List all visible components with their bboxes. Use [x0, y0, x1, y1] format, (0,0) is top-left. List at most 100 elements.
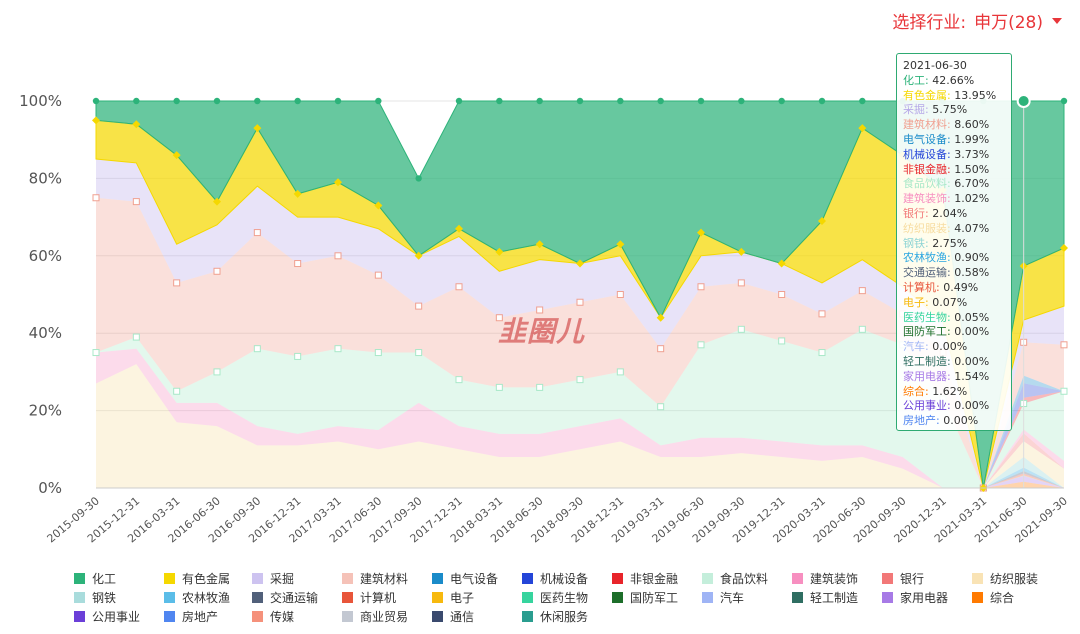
tooltip-series-value: 1.62%: [932, 384, 968, 398]
data-point: [213, 368, 221, 376]
data-point: [858, 124, 867, 133]
legend-label: 电气设备: [450, 572, 499, 586]
tooltip-series-value: 5.75%: [932, 103, 968, 117]
legend-item[interactable]: 计算机: [342, 591, 396, 605]
legend-item[interactable]: 休闲服务: [522, 610, 588, 624]
area-series: [96, 197, 1064, 488]
legend-swatch: [792, 592, 803, 603]
data-point: [253, 345, 261, 353]
legend-label: 家用电器: [900, 591, 949, 605]
data-point: [415, 349, 423, 357]
tooltip-row: 综合: 1.62%: [903, 384, 968, 398]
legend-swatch: [432, 573, 443, 584]
legend-item[interactable]: 建筑装饰: [792, 572, 858, 586]
tooltip-series-name: 医药生物: [903, 310, 947, 324]
tooltip-series-name: 公用事业: [903, 399, 947, 413]
legend-swatch: [882, 573, 893, 584]
legend-item[interactable]: 公用事业: [74, 610, 140, 624]
legend-item[interactable]: 机械设备: [522, 572, 588, 586]
tooltip-row: 食品饮料: 6.70%: [903, 177, 990, 191]
legend-item[interactable]: 轻工制造: [792, 591, 858, 605]
data-point: [737, 247, 746, 256]
data-point: [294, 97, 301, 105]
tooltip-row: 化工: 42.66%: [903, 73, 975, 87]
y-tick-label: 0%: [38, 479, 62, 497]
data-point: [173, 97, 180, 105]
tooltip-series-name: 化工: [903, 73, 925, 87]
area-series: [96, 364, 1064, 488]
y-tick-label: 80%: [29, 169, 62, 187]
legend-label: 公用事业: [92, 610, 141, 624]
legend-item[interactable]: 国防军工: [612, 591, 678, 605]
legend-item[interactable]: 通信: [432, 610, 474, 624]
tooltip-row: 国防军工: 0.00%: [903, 325, 990, 339]
data-point: [334, 345, 342, 353]
data-point: [818, 349, 826, 357]
data-point: [778, 97, 785, 105]
tooltip-series-name: 农林牧渔: [903, 251, 947, 265]
legend-item[interactable]: 房地产: [164, 610, 218, 624]
tooltip-series-value: 0.58%: [954, 266, 990, 280]
data-point: [254, 97, 261, 105]
tooltip-series-value: 0.49%: [943, 280, 979, 294]
legend-label: 电子: [450, 591, 475, 605]
legend-item[interactable]: 化工: [74, 572, 116, 586]
legend-label: 化工: [92, 572, 117, 586]
data-point: [92, 97, 100, 105]
legend-item[interactable]: 银行: [882, 572, 924, 586]
legend-item[interactable]: 非银金融: [612, 572, 678, 586]
legend-label: 建筑材料: [360, 572, 409, 586]
legend-item[interactable]: 纺织服装: [972, 572, 1038, 586]
legend-swatch: [702, 592, 713, 603]
areas: [95, 100, 1065, 489]
data-point: [495, 247, 504, 256]
legend-item[interactable]: 农林牧渔: [164, 591, 230, 605]
tooltip-series-name: 国防军工: [903, 325, 947, 339]
data-point: [616, 240, 625, 249]
data-point: [253, 229, 261, 237]
legend-item[interactable]: 家用电器: [882, 591, 948, 605]
data-point: [778, 291, 786, 298]
tooltip-row: 纺织服装: 4.07%: [903, 221, 990, 235]
data-point: [616, 368, 624, 376]
data-point: [374, 271, 382, 279]
tooltip-row: 钢铁: 2.75%: [903, 236, 968, 250]
data-point: [536, 383, 544, 391]
industry-selector[interactable]: 选择行业: 申万(28): [892, 8, 1062, 33]
legend-item[interactable]: 汽车: [702, 591, 744, 605]
tooltip-row: 计算机: 0.49%: [903, 280, 979, 294]
legend-label: 机械设备: [540, 572, 589, 586]
tooltip-series-name: 纺织服装: [903, 221, 947, 235]
tooltip-series-value: 0.05%: [954, 310, 990, 324]
tooltip-series-value: 0.00%: [954, 325, 990, 339]
tooltip-series-name: 电子: [903, 295, 925, 309]
data-point: [374, 201, 383, 210]
tooltip-row: 银行: 2.04%: [903, 206, 968, 220]
tooltip-series-name: 食品饮料: [903, 177, 947, 191]
data-point: [172, 151, 181, 160]
tooltip-row: 建筑装饰: 1.02%: [903, 192, 990, 206]
legend-item[interactable]: 钢铁: [74, 591, 116, 605]
data-point: [495, 383, 503, 391]
data-point: [738, 97, 745, 105]
legend-item[interactable]: 交通运输: [252, 591, 318, 605]
data-point: [778, 337, 786, 345]
legend-item[interactable]: 建筑材料: [342, 572, 408, 586]
legend-item[interactable]: 医药生物: [522, 591, 588, 605]
legend-item[interactable]: 电气设备: [432, 572, 498, 586]
tooltip-series-value: 2.75%: [932, 236, 968, 250]
legend-item[interactable]: 综合: [972, 591, 1014, 605]
data-point: [1060, 341, 1068, 349]
legend-item[interactable]: 传媒: [252, 610, 294, 624]
legend-swatch: [522, 573, 533, 584]
legend-label: 传媒: [270, 610, 295, 624]
legend-item[interactable]: 食品饮料: [702, 572, 768, 586]
legend-item[interactable]: 电子: [432, 591, 474, 605]
legend-item[interactable]: 采掘: [252, 572, 294, 586]
area-series: [96, 159, 1064, 489]
legend-item[interactable]: 有色金属: [164, 572, 230, 586]
data-point: [858, 287, 866, 295]
tooltip-series-name: 采掘: [903, 103, 925, 117]
data-point: [294, 260, 302, 268]
legend-item[interactable]: 商业贸易: [342, 610, 408, 624]
